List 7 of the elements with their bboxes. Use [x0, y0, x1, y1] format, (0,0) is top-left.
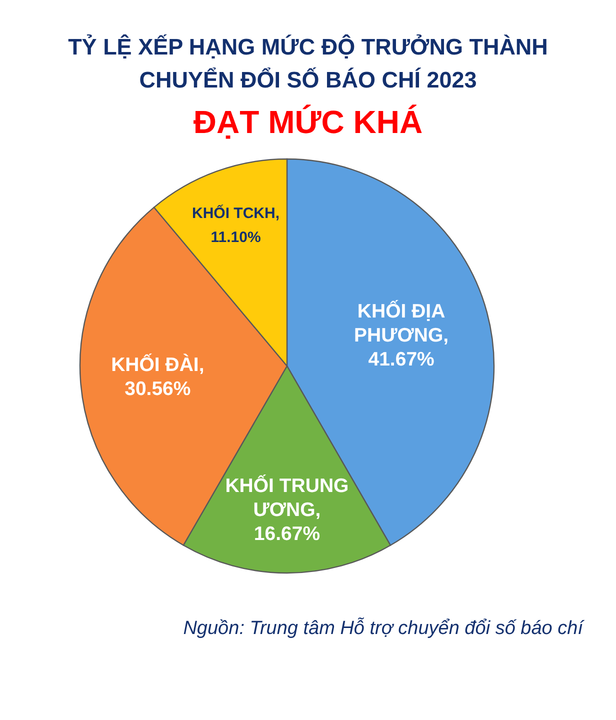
data-label: KHỐI ĐÀI, 30.56% — [111, 353, 204, 400]
text: Nguồn: Trung tâm Hỗ trợ chuyển đổi số báo chí — [183, 617, 585, 639]
data-label: KHỐI ĐỊA PHƯƠNG, 41.67% — [354, 299, 449, 370]
data-label: KHỐI TRUNG ƯƠNG, 16.67% — [225, 474, 349, 546]
chart-title: TỶ LỆ XẾP HẠNG MỨC ĐỘ TRƯỞNG THÀNH CHUYỂN ĐỔI SỐ BÁO CHÍ 2023 — [68, 34, 548, 92]
chart-subtitle: ĐẠT MỨC KHÁ — [193, 104, 423, 140]
data-label: KHỐI TCKH, 11.10% — [192, 204, 280, 246]
